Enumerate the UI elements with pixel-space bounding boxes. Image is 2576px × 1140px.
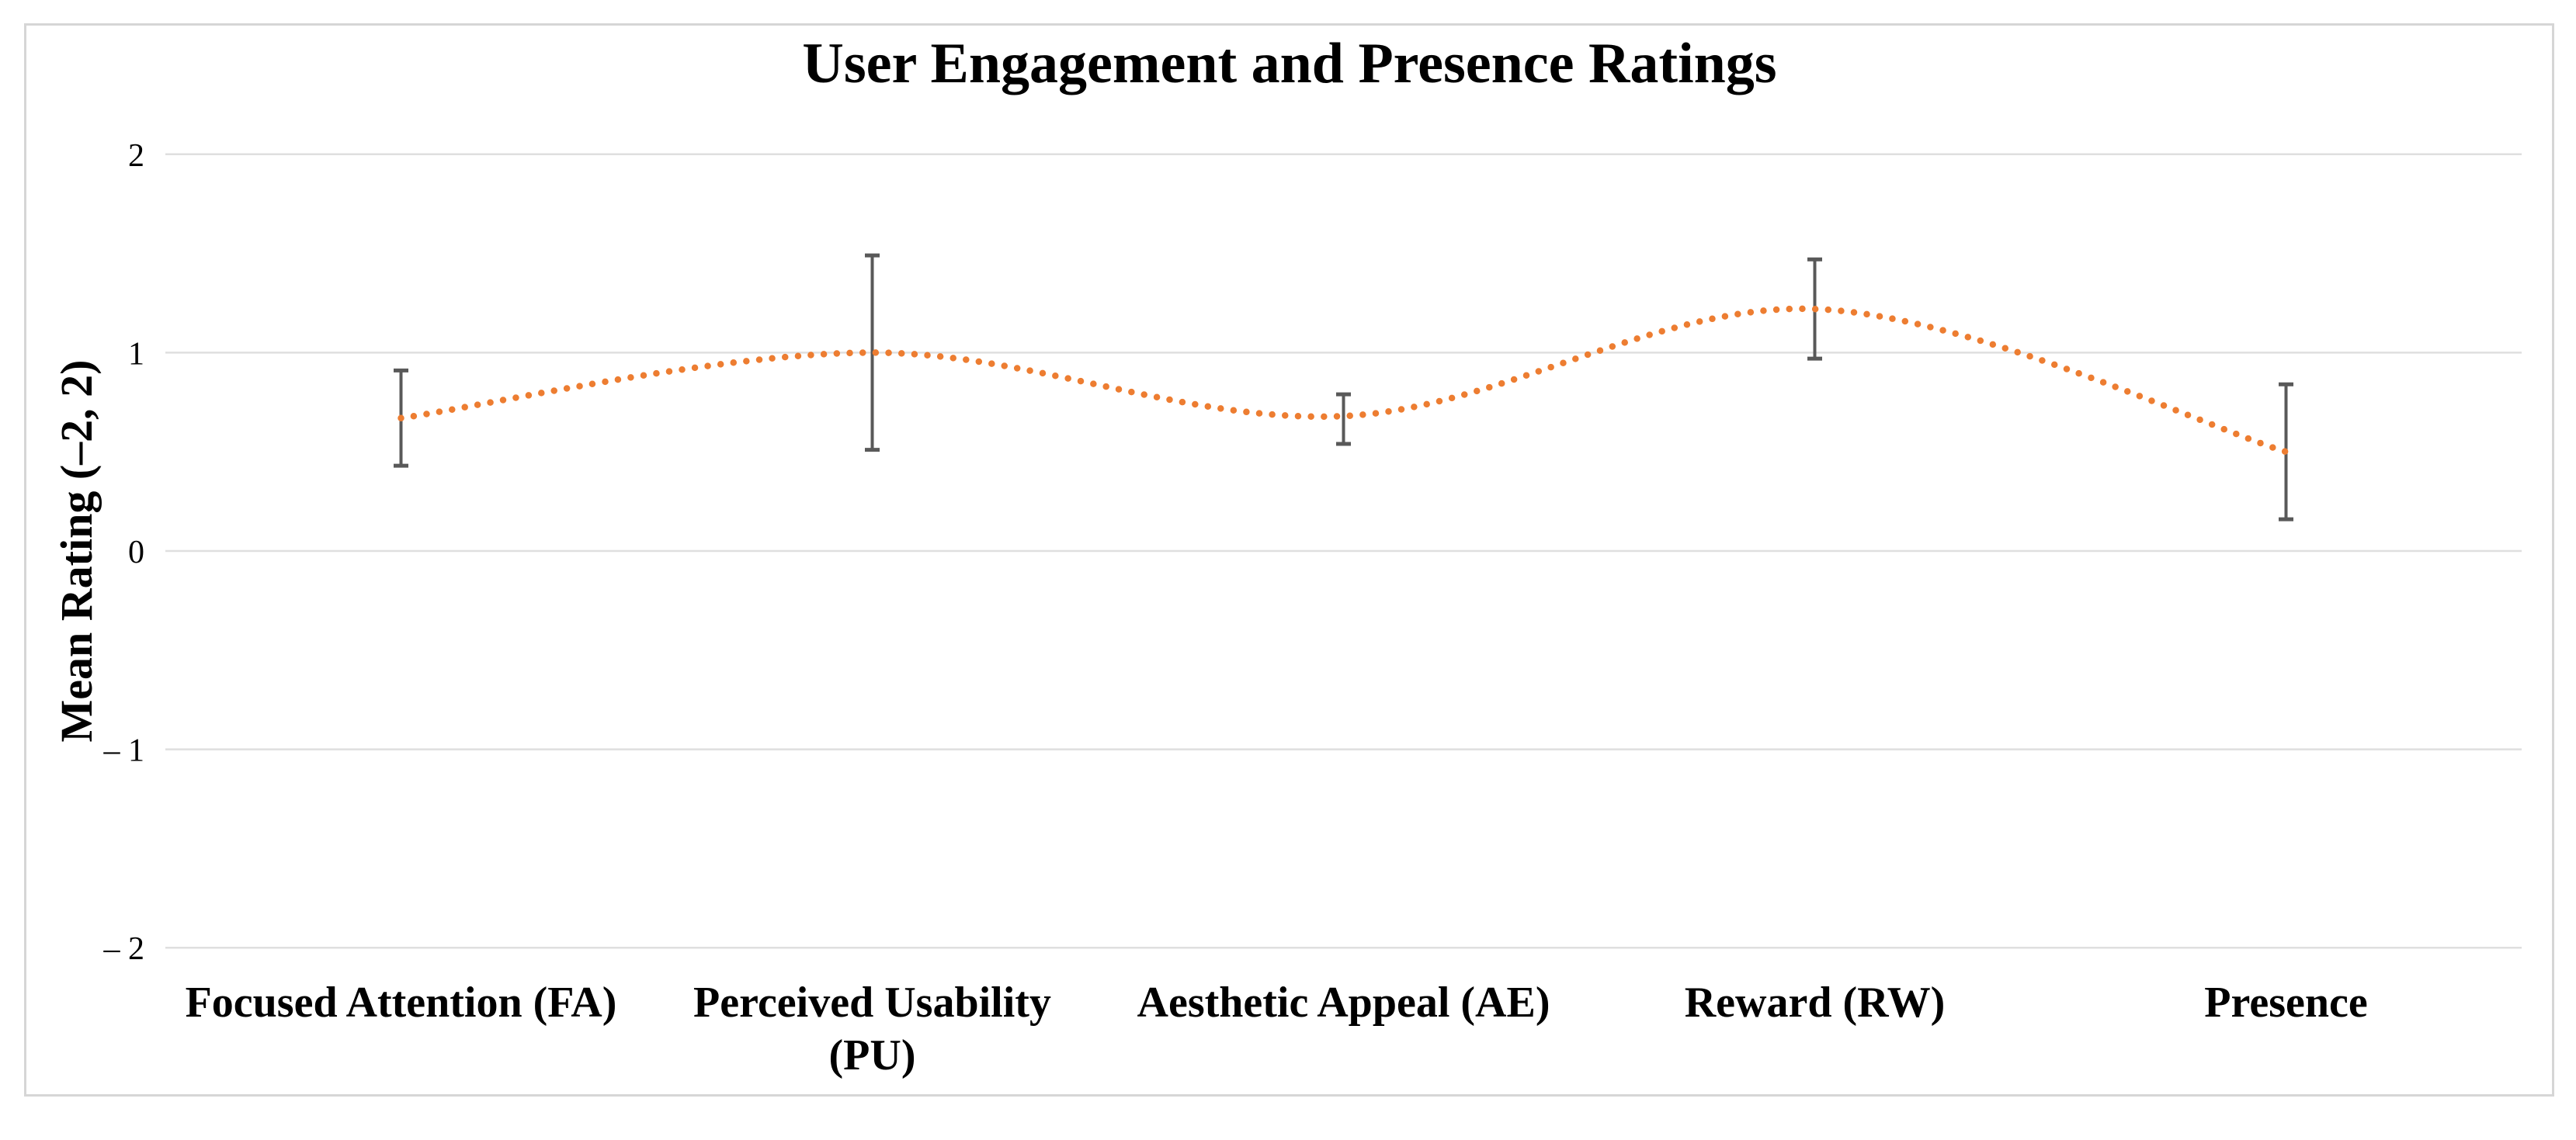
x-category-label: Perceived Usability(PU)	[693, 979, 1051, 1079]
x-category-label: Focused Attention (FA)	[186, 979, 617, 1027]
y-axis-title: Mean Rating (–2, 2)	[51, 360, 102, 743]
x-category-label-line: Reward (RW)	[1685, 979, 1946, 1027]
error-bar	[1336, 392, 1351, 446]
chart-frame	[24, 23, 2554, 1097]
y-tick-label: 2	[128, 138, 144, 174]
y-tick-label: 0	[128, 535, 144, 570]
y-tick-label: – 2	[103, 931, 145, 967]
x-category-label: Presence	[2204, 979, 2367, 1027]
x-category-label-line: (PU)	[829, 1031, 916, 1079]
y-tick-label: 1	[128, 336, 144, 372]
x-axis-category-labels: Focused Attention (FA) Perceived Usabilit…	[186, 979, 2368, 1079]
x-category-label: Reward (RW)	[1685, 979, 1946, 1027]
error-bars	[394, 253, 2293, 521]
chart-title: User Engagement and Presence Ratings	[802, 32, 1776, 95]
gridlines	[165, 153, 2522, 949]
x-category-label-line: Focused Attention (FA)	[186, 979, 617, 1027]
x-category-label-line: Presence	[2204, 979, 2367, 1027]
y-axis-tick-labels: 2 1 0 – 1 – 2	[103, 138, 145, 967]
x-category-label: Aesthetic Appeal (AE)	[1137, 979, 1550, 1027]
x-category-label-line: Perceived Usability	[693, 979, 1051, 1027]
y-tick-label: – 1	[103, 733, 145, 769]
x-category-label-line: Aesthetic Appeal (AE)	[1137, 979, 1550, 1027]
error-bar	[865, 253, 880, 452]
